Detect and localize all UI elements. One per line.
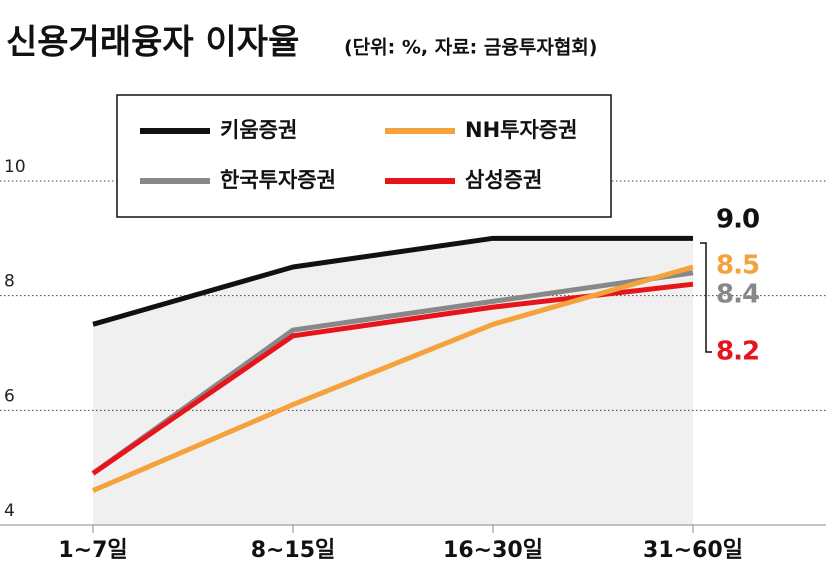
legend-label: 삼성증권 <box>465 168 542 192</box>
end-label: 9.0 <box>716 205 759 235</box>
chart-title: 신용거래융자 이자율 <box>6 23 299 63</box>
end-label: 8.2 <box>716 337 759 367</box>
label-bracket <box>700 242 712 353</box>
legend-box <box>116 94 612 218</box>
y-tick-label: 8 <box>4 272 15 292</box>
x-tick-label: 8~15일 <box>251 538 336 563</box>
legend-label: NH투자증권 <box>465 118 577 142</box>
legend-label: 한국투자증권 <box>220 168 336 192</box>
x-tick-label: 16~30일 <box>443 538 543 563</box>
series-line <box>92 264 694 493</box>
y-tick-label: 4 <box>4 501 15 521</box>
end-label: 8.5 <box>716 251 759 281</box>
x-tick-label: 1~7일 <box>58 538 127 563</box>
y-tick-label: 10 <box>4 157 26 177</box>
chart-subtitle: (단위: %, 자료: 금융투자협회) <box>344 37 597 59</box>
legend-label: 키움증권 <box>220 118 297 142</box>
shade <box>93 238 693 526</box>
end-label: 8.4 <box>716 280 759 310</box>
x-tick-label: 31~60일 <box>643 538 743 563</box>
y-tick-label: 6 <box>4 386 15 406</box>
series-line <box>92 235 693 327</box>
